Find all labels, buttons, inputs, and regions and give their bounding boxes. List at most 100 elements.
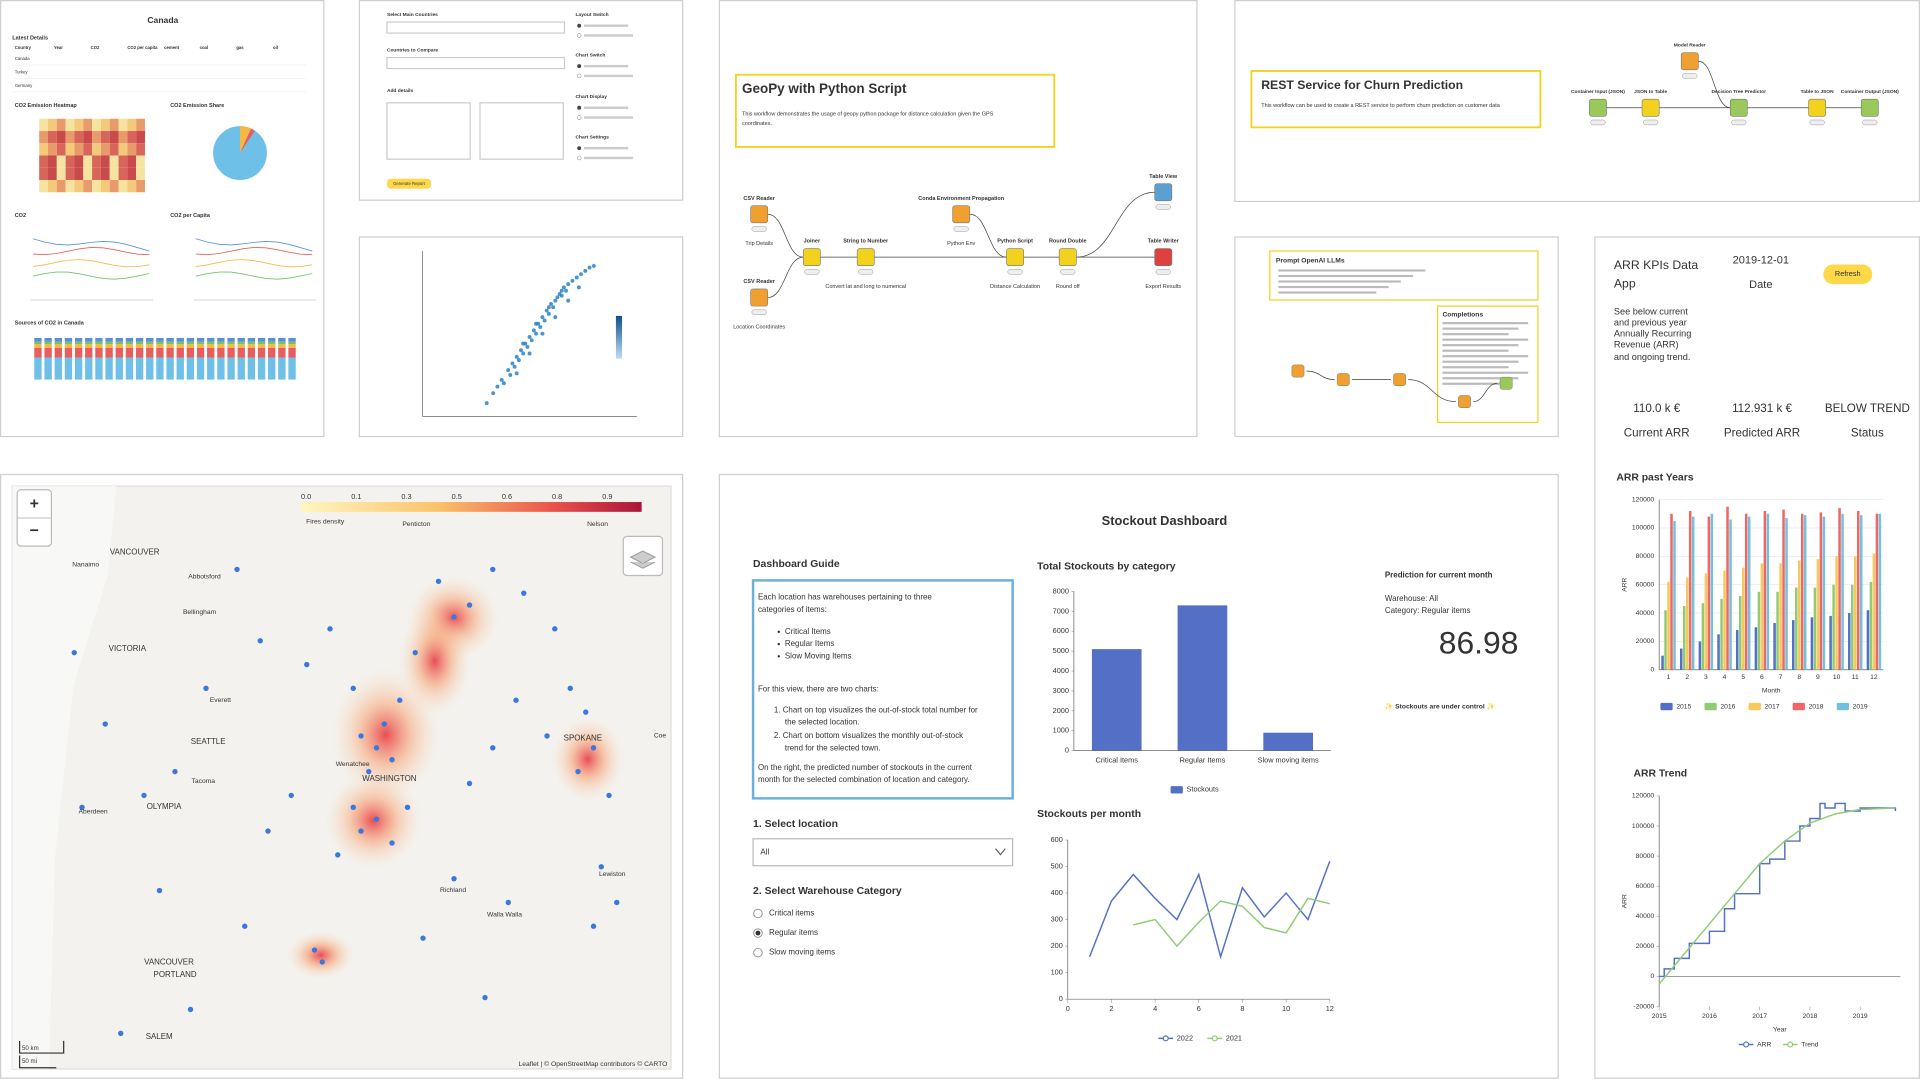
workflow-node [1154,248,1173,267]
stacked-bar [207,347,215,358]
heatmap-cell [83,180,93,193]
note-text [1442,322,1529,325]
heatmap-cell [39,167,48,180]
y-tick-label: 0 [1651,973,1655,980]
workflow-node [1808,98,1827,117]
workflow-node [1393,373,1406,386]
heatmap-cell [100,155,110,168]
scatter-point [521,341,526,346]
stacked-bar [166,347,174,358]
app-description: and ongoing trend. [1614,352,1691,362]
kpi-label: Current ARR [1624,427,1690,440]
location-dropdown[interactable] [752,838,1014,867]
guide-text: On the right, the predicted number of st… [758,763,973,772]
radio[interactable] [753,947,763,958]
stacked-bar [146,344,154,348]
node-name: Round Double [1049,239,1087,245]
radio [577,64,582,69]
heatmap-cell [118,143,128,156]
section-title: CO2 Emission Share [170,103,224,109]
bar [1664,610,1667,670]
bar [1682,605,1686,670]
scatter-point [538,325,543,330]
scatter-point [574,275,579,280]
radio[interactable] [753,908,763,919]
city-label: VICTORIA [109,644,147,653]
workflow-edge [767,213,804,258]
heatmap-cell [118,167,128,180]
stacked-bar [115,344,123,348]
scatter-point [531,328,536,333]
bar [1735,630,1739,670]
stacked-bar [176,341,184,345]
heatmap-cell [39,180,48,193]
stacked-bar [135,344,144,348]
stacked-bar [217,347,225,358]
listbox[interactable] [386,102,471,160]
kpi-value: BELOW TREND [1825,402,1910,415]
bar [1782,509,1785,670]
heatmap-cell [136,167,145,180]
node-name: CSV Reader [743,279,775,285]
button-label: Refresh [1835,269,1861,278]
guide-text: the selected location. [785,718,860,727]
x-tick-label: 2 [1109,1004,1113,1013]
option-text [584,156,634,160]
heatmap-cell [83,155,93,168]
chart-title: Stockouts per month [1037,809,1141,820]
fire-point [288,792,294,799]
heatmap-cell [74,155,84,168]
app-description: Revenue (ARR) [1614,340,1679,350]
annotation-box [735,73,1056,148]
note-text [1442,349,1509,352]
y-tick-label: 7000 [1053,606,1069,615]
app-description: Annually Recurring [1614,329,1691,339]
legend-label: 2022 [1177,1033,1193,1042]
x-axis-label: Month [1762,687,1781,694]
listbox[interactable] [479,102,564,160]
stacked-bar [95,341,103,345]
stacked-bar [176,344,184,348]
layers-icon [629,550,657,569]
guide-text: month for the selected combination of lo… [758,775,970,784]
stacked-bar [217,344,225,348]
heatmap-cell [136,131,145,144]
fire-point [389,840,395,846]
stacked-bar [257,357,266,380]
note-text [1442,333,1509,336]
fire-point [187,1006,194,1013]
stacked-bar [227,344,235,348]
zoom-in[interactable]: + [30,496,39,513]
legend-marker [1743,1041,1750,1048]
bar [1670,513,1673,670]
stacked-bar [64,357,73,380]
note-text [1442,377,1519,380]
refresh-button[interactable] [1823,264,1873,285]
multiselect[interactable] [386,21,566,34]
stacked-bar [176,357,184,380]
heatmap-cell [74,118,84,132]
generate-button[interactable] [386,178,432,189]
node-status [1862,119,1878,126]
y-axis-label: ARR [1622,577,1629,591]
stacked-bar [115,357,123,380]
x-tick-label: 2016 [1702,1013,1717,1020]
heatmap-cell [48,131,57,144]
zoom-out[interactable]: − [30,523,39,540]
section-title: Latest Details [12,35,48,41]
scatter-point [542,318,547,323]
stacked-bar [156,344,164,348]
node-name: Conda Environment Propagation [918,196,1005,202]
city-label: Nanaimo [72,561,99,568]
multiselect[interactable] [386,56,566,70]
bar [1766,513,1770,670]
y-tick-label: 80000 [1636,853,1655,860]
x-tick-label: 2017 [1752,1013,1767,1020]
heatmap-cell [127,118,137,132]
city-label: WASHINGTON [362,774,417,783]
x-tick-label: 2018 [1802,1013,1817,1020]
fire-point [373,745,380,751]
stacked-bar [85,357,93,380]
bar [1747,516,1751,670]
series-line [1088,860,1331,960]
